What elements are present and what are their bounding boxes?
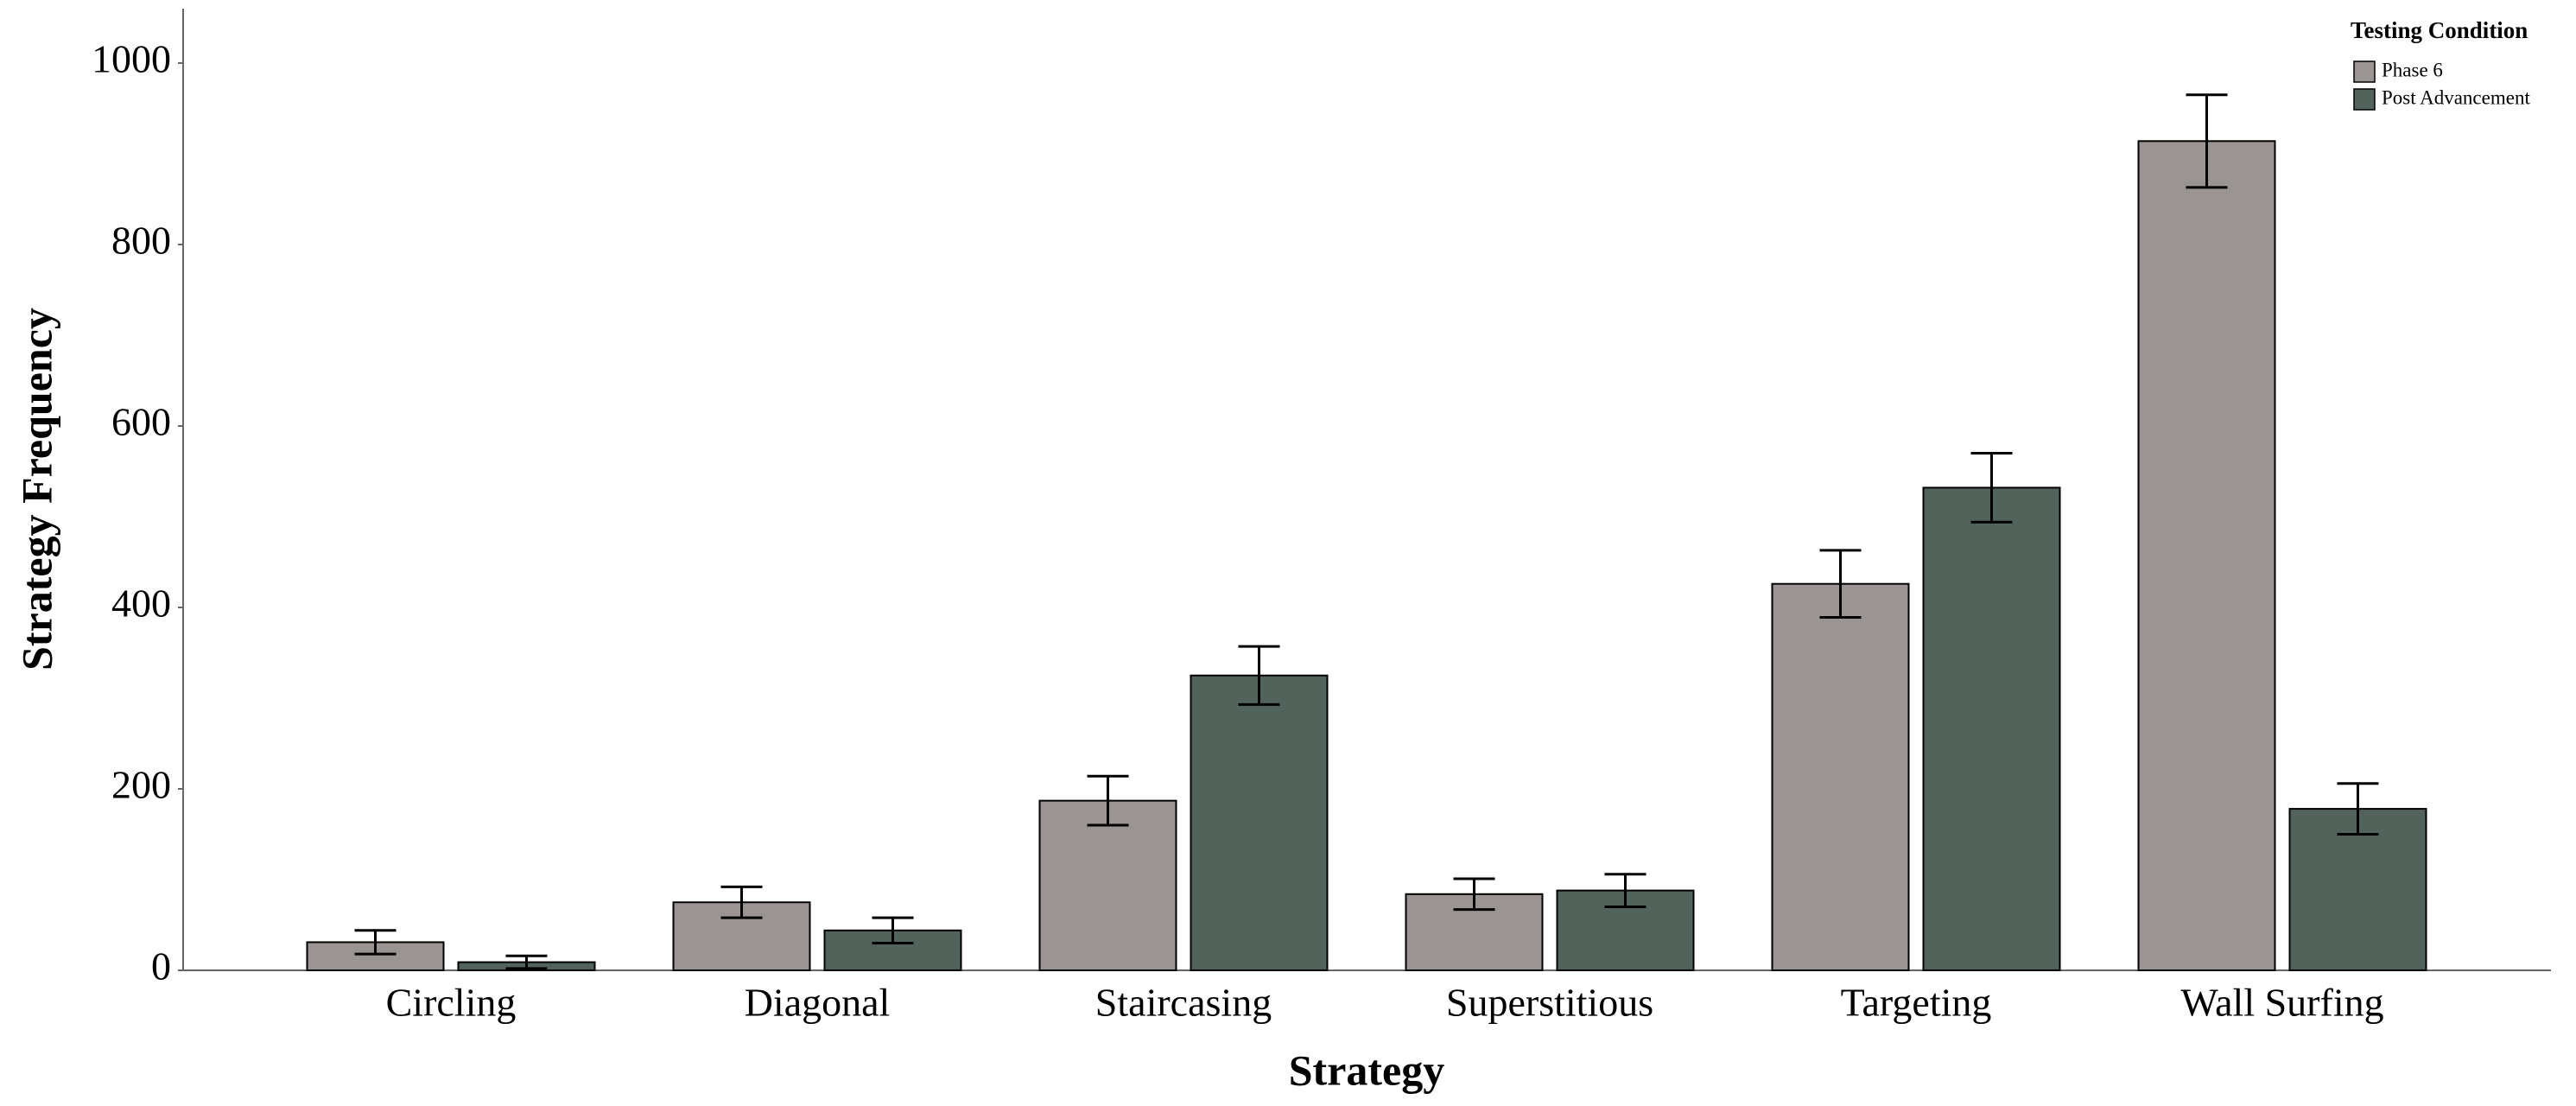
y-tick-label: 800 — [111, 219, 171, 263]
x-tick-label: Wall Surfing — [2180, 981, 2383, 1025]
legend-title: Testing Condition — [2351, 17, 2528, 43]
x-tick-label: Circling — [386, 981, 517, 1025]
x-tick-label: Diagonal — [745, 981, 891, 1025]
x-tick-label: Superstitious — [1446, 981, 1653, 1025]
error-bar — [1604, 873, 1646, 908]
bar — [2137, 140, 2276, 972]
legend-swatch — [2353, 60, 2376, 83]
y-tick-label: 400 — [111, 582, 171, 626]
bar — [2288, 808, 2427, 971]
bar — [1771, 582, 1910, 971]
error-bar — [354, 929, 397, 956]
error-bar — [1453, 877, 1495, 912]
error-bar — [2186, 93, 2228, 189]
error-bar — [1087, 774, 1129, 827]
x-axis-title: Strategy — [1289, 1046, 1445, 1094]
legend-swatch — [2353, 88, 2376, 111]
error-bar — [505, 954, 548, 970]
error-bar — [872, 916, 914, 944]
error-bar — [1970, 452, 2013, 524]
bar — [1190, 674, 1329, 971]
bar — [1038, 799, 1177, 972]
error-bar — [2337, 782, 2379, 836]
x-tick-label: Targeting — [1841, 981, 1992, 1025]
y-tick-label: 0 — [151, 944, 171, 988]
error-bar — [1238, 645, 1280, 706]
error-bar — [720, 885, 763, 919]
legend-label: Phase 6 — [2382, 59, 2443, 80]
legend-label: Post Advancement — [2382, 86, 2530, 108]
bar — [1922, 486, 2061, 971]
y-axis-title: Strategy Frequency — [12, 308, 60, 671]
y-tick-label: 600 — [111, 400, 171, 444]
y-tick-label: 1000 — [92, 37, 171, 81]
y-tick-label: 200 — [111, 763, 171, 807]
error-bar — [1819, 549, 1862, 620]
x-tick-label: Staircasing — [1095, 981, 1272, 1025]
